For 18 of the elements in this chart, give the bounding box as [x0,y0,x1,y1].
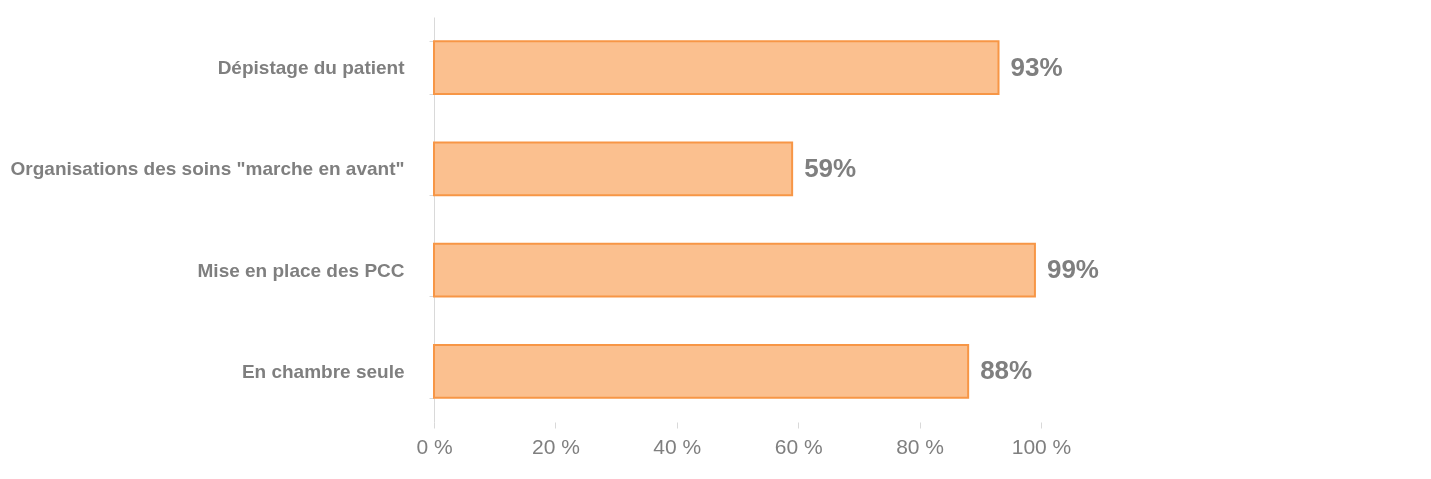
bar [433,344,970,399]
data-label: 93% [1010,51,1063,82]
x-tick-label: 20 % [531,434,580,458]
x-tick-label: 80 % [896,434,945,458]
data-label: 88% [980,355,1033,386]
y-tick-label: Organisations des soins "marche en avant" [10,158,405,180]
x-tick-label: 100 % [1011,434,1072,458]
bar [433,141,794,197]
x-tick-label: 60 % [774,434,823,458]
x-tick-label: 40 % [653,434,702,458]
x-tick-label: 0 % [416,434,453,458]
bar [433,242,1036,298]
y-tick-label: En chambre seule [241,360,405,382]
y-tick-label: Mise en place des PCC [197,259,405,281]
data-label: 99% [1046,254,1099,285]
y-tick-label: Dépistage du patient [217,57,406,79]
data-label: 59% [804,152,857,183]
bar [433,40,1000,95]
